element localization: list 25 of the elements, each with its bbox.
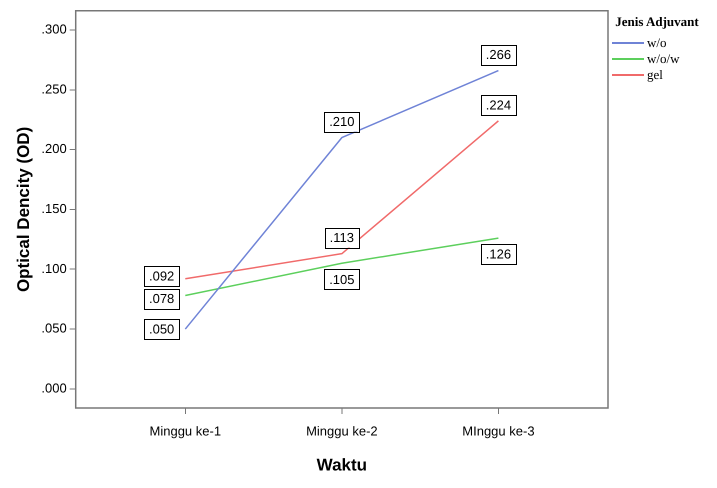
x-tick-label: Minggu ke-2 xyxy=(306,423,378,438)
y-tick-label: .050 xyxy=(41,320,67,336)
data-label: .113 xyxy=(330,230,354,246)
x-tick-label: Minggu ke-1 xyxy=(150,423,222,438)
y-tick-label: .200 xyxy=(41,141,67,156)
legend-label: w/o xyxy=(647,35,666,51)
x-axis-title: Waktu xyxy=(316,455,368,474)
data-label: .224 xyxy=(486,97,512,112)
data-label: .105 xyxy=(329,272,355,287)
data-label: .266 xyxy=(486,47,512,62)
legend-label: w/o/w xyxy=(647,51,680,67)
data-label: .126 xyxy=(486,246,512,262)
legend-title: Jenis Adjuvant xyxy=(614,14,700,29)
data-label: .210 xyxy=(329,114,355,130)
y-tick-label: .150 xyxy=(41,200,67,216)
y-tick-label: .000 xyxy=(41,380,67,396)
y-tick-label: .100 xyxy=(41,260,67,276)
data-label: .050 xyxy=(148,322,174,337)
y-axis-title: Optical Dencity (OD) xyxy=(14,126,33,292)
y-tick-label: .250 xyxy=(41,81,67,96)
y-tick-label: .300 xyxy=(41,22,67,37)
data-label: .092 xyxy=(148,268,174,284)
x-tick-label: MInggu ke-3 xyxy=(462,423,535,438)
data-label: .078 xyxy=(148,291,174,306)
legend-label: gel xyxy=(647,67,663,83)
